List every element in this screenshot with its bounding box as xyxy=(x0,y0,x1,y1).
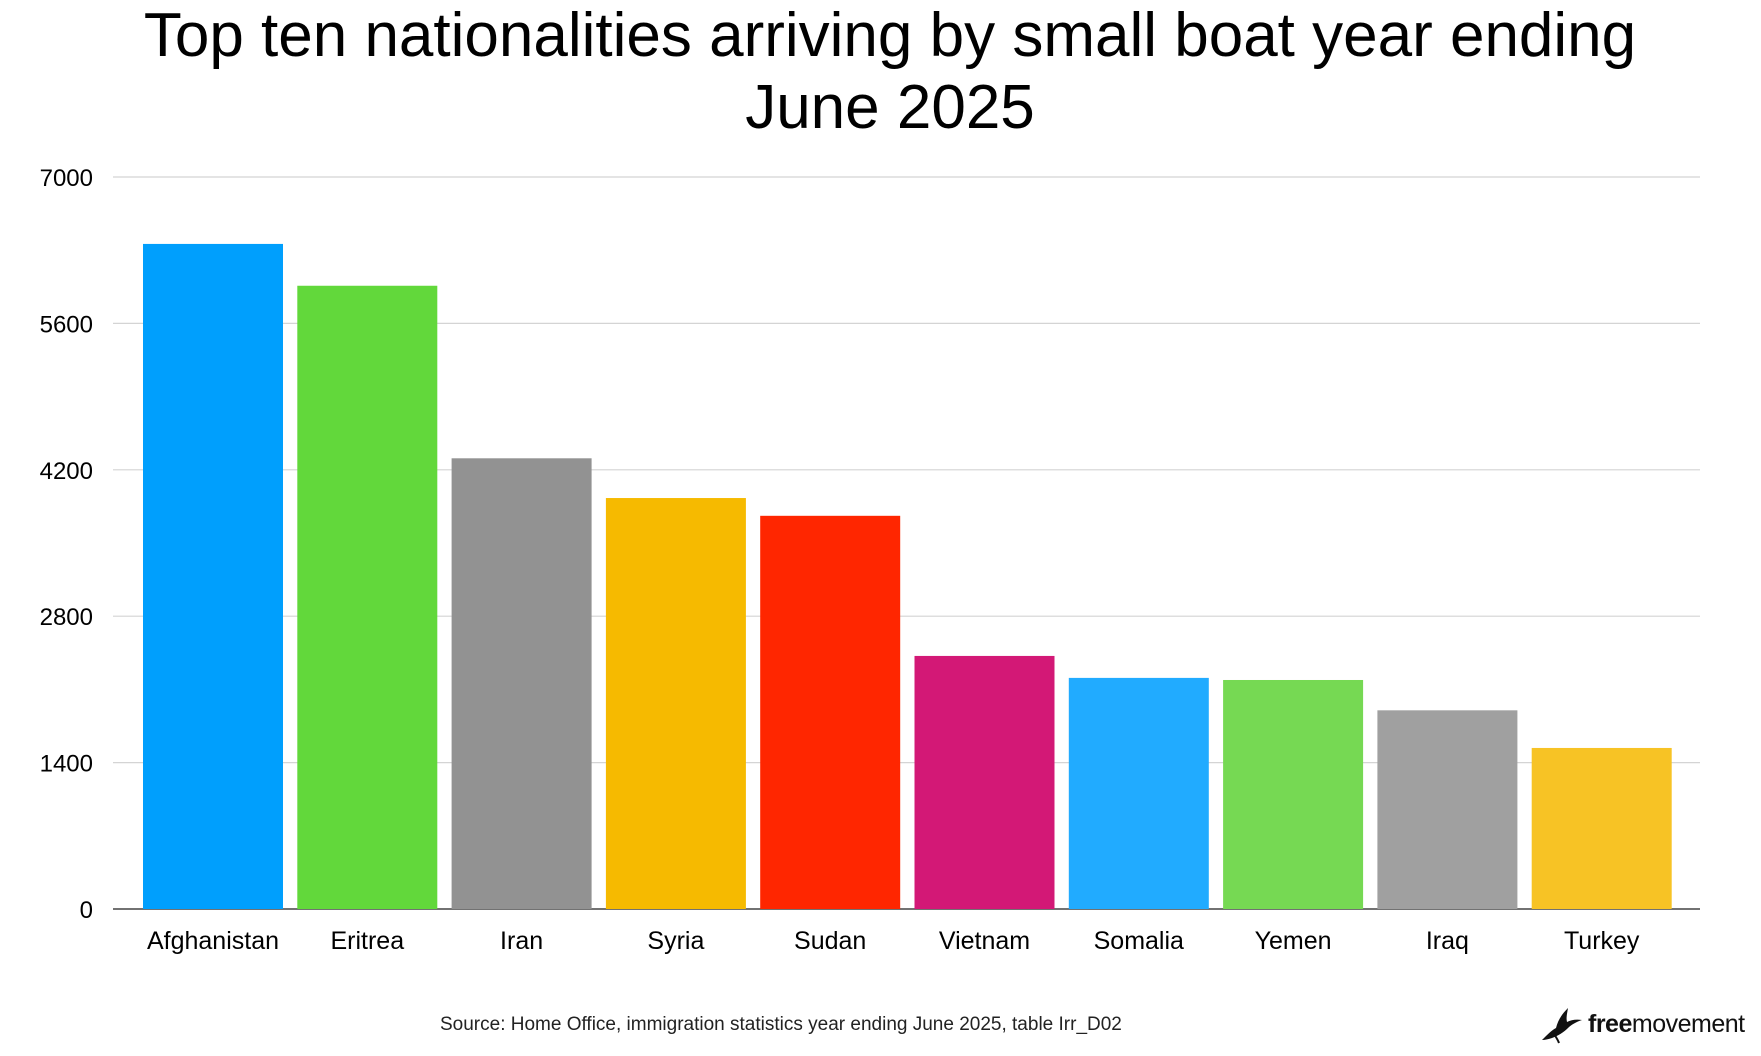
bar-vietnam xyxy=(914,655,1055,909)
x-tick-label: Eritrea xyxy=(330,927,404,955)
bar-yemen xyxy=(1223,679,1364,909)
y-axis: 0 1400 2800 4200 5600 7000 xyxy=(40,165,93,924)
bar-chart: 0 1400 2800 4200 5600 7000 Afghanistan Eritrea… xyxy=(40,165,1700,955)
source-note: Source: Home Office, immigration statist… xyxy=(440,1014,1122,1035)
brand-name-regular: movement xyxy=(1631,1009,1745,1038)
x-tick-label: Iran xyxy=(500,927,543,955)
bar-iraq xyxy=(1377,710,1518,909)
x-tick-label: Syria xyxy=(647,927,704,955)
bar-afghanistan xyxy=(143,243,283,909)
y-tick-label: 2800 xyxy=(40,604,93,631)
bar-eritrea xyxy=(297,285,438,909)
y-tick-label: 0 xyxy=(80,897,93,924)
x-tick-label: Somalia xyxy=(1094,927,1184,955)
x-tick-label: Iraq xyxy=(1426,927,1469,955)
brand-name-bold: free xyxy=(1588,1009,1632,1038)
x-tick-label: Sudan xyxy=(794,927,866,955)
x-tick-label: Afghanistan xyxy=(147,927,279,955)
bar-turkey xyxy=(1531,747,1672,909)
bar-sudan xyxy=(760,515,901,909)
y-tick-label: 5600 xyxy=(40,311,93,338)
y-tick-label: 1400 xyxy=(40,751,93,778)
y-tick-label: 7000 xyxy=(40,165,93,192)
x-tick-label: Turkey xyxy=(1564,927,1640,955)
y-tick-label: 4200 xyxy=(40,458,93,485)
x-tick-label: Vietnam xyxy=(939,927,1030,955)
bar-syria xyxy=(605,498,746,909)
bar-layer xyxy=(143,243,1672,909)
bird-icon xyxy=(1542,1008,1582,1044)
bar-iran xyxy=(451,458,592,909)
chart-title: Top ten nationalities arriving by small … xyxy=(143,1,1637,142)
brand-name: freemovement xyxy=(1588,1010,1745,1039)
brand-logo: freemovement xyxy=(1540,1004,1745,1044)
x-axis: Afghanistan Eritrea Iran Syria Sudan Vietnam S… xyxy=(147,927,1640,955)
x-tick-label: Yemen xyxy=(1255,927,1332,955)
bar-somalia xyxy=(1068,677,1209,909)
